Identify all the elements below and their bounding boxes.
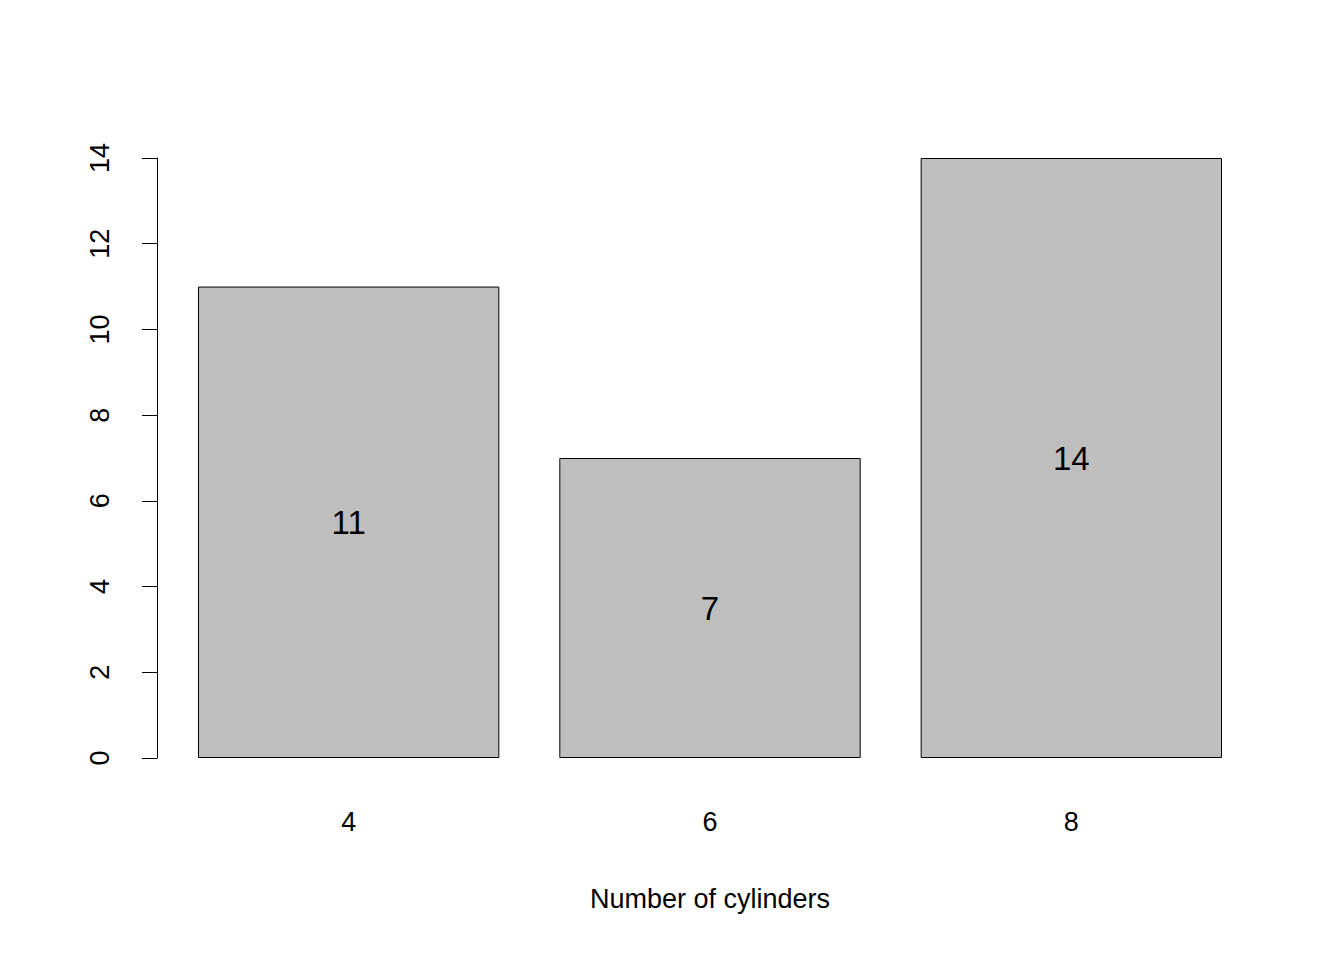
svg-text:12: 12	[85, 229, 115, 259]
svg-text:14: 14	[1053, 440, 1090, 477]
svg-text:4: 4	[341, 807, 356, 837]
svg-text:6: 6	[702, 807, 717, 837]
svg-text:8: 8	[85, 408, 115, 423]
svg-text:14: 14	[85, 143, 115, 173]
svg-text:0: 0	[85, 750, 115, 765]
svg-text:7: 7	[701, 590, 719, 627]
svg-text:4: 4	[85, 579, 115, 594]
svg-text:2: 2	[85, 665, 115, 680]
svg-text:8: 8	[1064, 807, 1079, 837]
svg-text:10: 10	[85, 314, 115, 344]
svg-text:Number of cylinders: Number of cylinders	[590, 884, 830, 914]
svg-text:6: 6	[85, 493, 115, 508]
svg-text:11: 11	[332, 504, 366, 541]
